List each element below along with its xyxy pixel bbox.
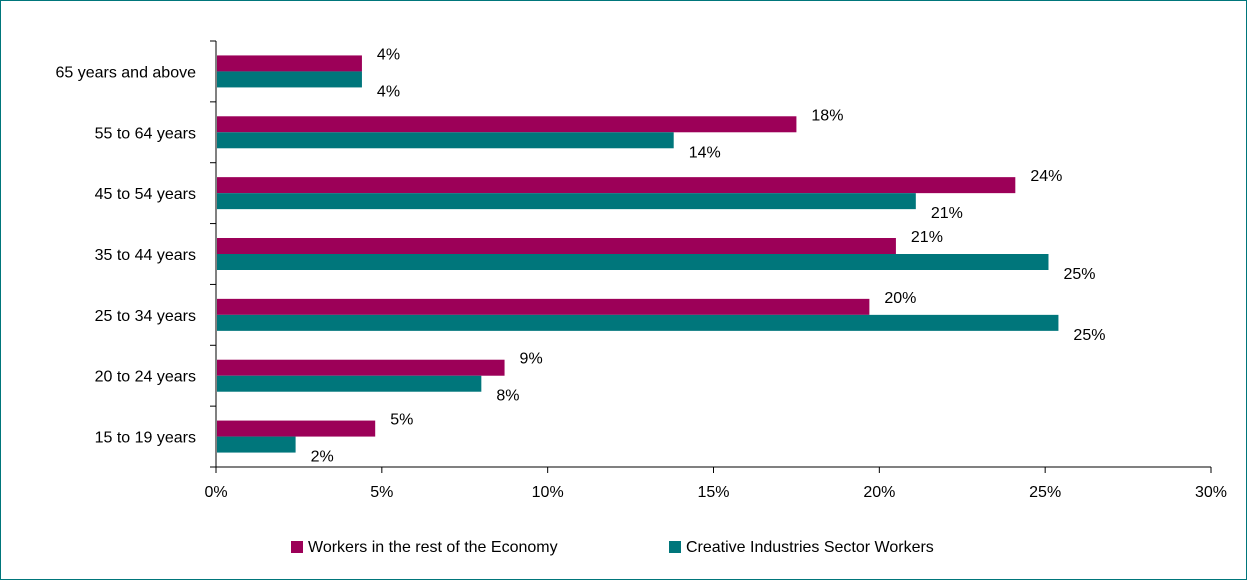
x-tick-label: 25% <box>1029 484 1061 501</box>
x-tick-label: 0% <box>204 484 227 501</box>
bar-rest-of-economy <box>217 55 362 72</box>
data-label: 21% <box>911 229 943 246</box>
data-label: 4% <box>377 83 400 100</box>
data-label: 21% <box>931 205 963 222</box>
data-label: 24% <box>1030 168 1062 185</box>
bar-rest-of-economy <box>217 177 1016 194</box>
data-label: 25% <box>1063 266 1095 283</box>
chart-bars <box>217 55 1059 453</box>
x-tick-label: 15% <box>697 484 729 501</box>
bar-creative-industries <box>217 254 1049 270</box>
bar-creative-industries <box>217 375 482 392</box>
category-label: 65 years and above <box>55 64 196 81</box>
category-label: 45 to 54 years <box>95 186 196 203</box>
legend-item-creative-industries: Creative Industries Sector Workers <box>686 539 934 556</box>
data-label: 18% <box>811 107 843 124</box>
legend-item-rest-of-economy: Workers in the rest of the Economy <box>308 539 558 556</box>
x-tick-label: 30% <box>1195 484 1227 501</box>
category-label: 55 to 64 years <box>95 125 196 142</box>
data-label: 20% <box>884 290 916 307</box>
x-tick-label: 10% <box>532 484 564 501</box>
chart-legend: Workers in the rest of the Economy Creati… <box>291 539 934 556</box>
bar-creative-industries <box>217 193 916 210</box>
category-label: 35 to 44 years <box>95 247 196 264</box>
x-tick-label: 5% <box>370 484 393 501</box>
x-tick-label: 20% <box>863 484 895 501</box>
data-label: 14% <box>689 144 721 161</box>
data-label: 8% <box>496 388 519 405</box>
bar-creative-industries <box>217 314 1059 331</box>
chart-axes: 0% 5% 10% 15% 20% 25% 30% <box>204 40 1227 501</box>
legend-swatch <box>291 541 303 553</box>
category-label: 20 to 24 years <box>95 369 196 386</box>
category-label: 15 to 19 years <box>95 430 196 447</box>
bar-creative-industries <box>217 71 362 88</box>
legend-swatch <box>669 541 681 553</box>
data-label: 9% <box>520 351 543 368</box>
bar-rest-of-economy <box>217 116 797 133</box>
data-label: 25% <box>1073 327 1105 344</box>
chart-labels: 15 to 19 years 5% 2% 20 to 24 years 9% 8% 25 t… <box>55 46 1105 465</box>
bar-creative-industries <box>217 132 674 149</box>
bar-rest-of-economy <box>217 359 505 376</box>
bar-rest-of-economy <box>217 298 870 315</box>
bar-creative-industries <box>217 436 296 453</box>
bar-rest-of-economy <box>217 238 896 254</box>
data-label: 2% <box>311 449 334 466</box>
data-label: 4% <box>377 46 400 63</box>
data-label: 5% <box>390 412 413 429</box>
bar-rest-of-economy <box>217 420 376 437</box>
category-label: 25 to 34 years <box>95 308 196 325</box>
